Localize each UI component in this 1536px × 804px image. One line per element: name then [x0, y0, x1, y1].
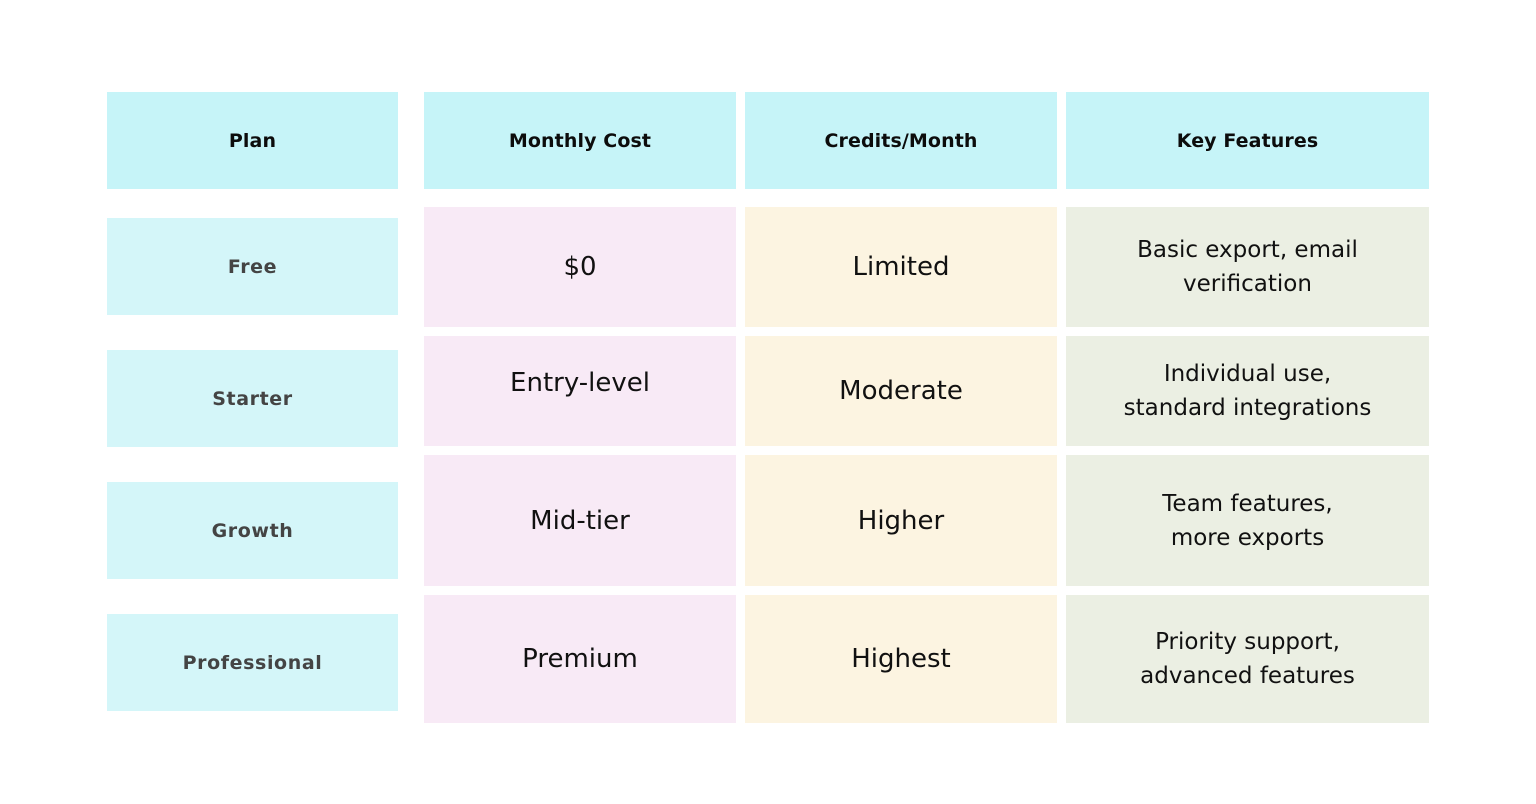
features-line-1: Team features, [1162, 490, 1333, 517]
cost-cell-growth: Mid-tier [424, 455, 736, 586]
plan-cell-growth: Growth [107, 482, 398, 579]
plan-cell-free: Free [107, 218, 398, 315]
cost-cell-professional: Premium [424, 595, 736, 723]
features-line-1: Priority support, [1155, 629, 1340, 655]
header-plan: Plan [107, 92, 398, 189]
features-line-2: standard integrations [1123, 395, 1372, 421]
features-line-2: verification [1183, 271, 1312, 297]
credits-cell-professional: Highest [745, 595, 1057, 723]
features-line-2: advanced features [1140, 663, 1355, 689]
plan-cell-professional: Professional [107, 614, 398, 711]
header-monthly-cost: Monthly Cost [424, 92, 736, 189]
features-cell-free: Basic export, email verification [1066, 207, 1429, 327]
features-cell-professional: Priority support, advanced features [1066, 595, 1429, 723]
features-cell-growth: Team features, more exports [1066, 455, 1429, 586]
credits-cell-starter: Moderate [745, 336, 1057, 446]
cost-cell-free: $0 [424, 207, 736, 327]
cost-cell-starter: Entry-level [424, 336, 736, 446]
credits-cell-free: Limited [745, 207, 1057, 327]
features-line-1: Individual use, [1163, 361, 1332, 387]
plan-cell-starter: Starter [107, 350, 398, 447]
header-credits-month: Credits/Month [745, 92, 1057, 189]
features-line-2: more exports [1170, 524, 1325, 551]
features-cell-starter: Individual use, standard integrations [1066, 336, 1429, 446]
credits-cell-growth: Higher [745, 455, 1057, 586]
header-key-features: Key Features [1066, 92, 1429, 189]
features-line-1: Basic export, email [1137, 237, 1358, 263]
